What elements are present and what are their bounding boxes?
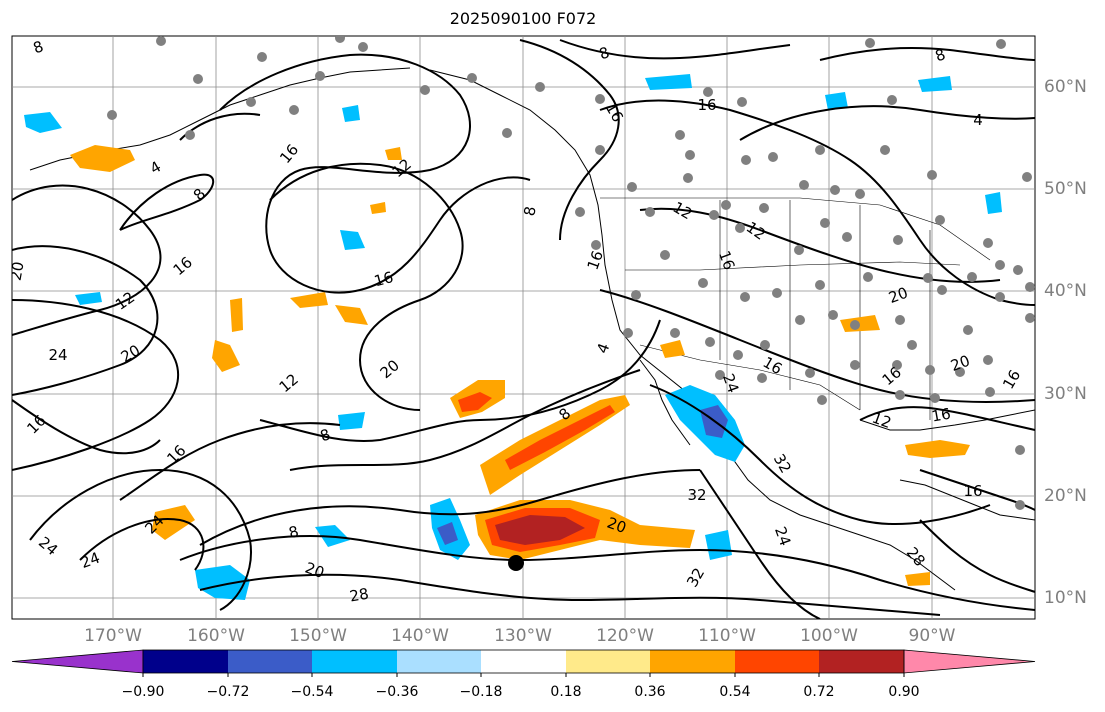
- colorbar-segment: [481, 650, 566, 673]
- shaded-cool-regions: [24, 74, 1002, 600]
- colorbar-segment: [650, 650, 735, 673]
- shaded-warm-regions: [70, 145, 970, 586]
- lon-label: 150°W: [289, 626, 347, 646]
- contour-label: 4: [973, 111, 983, 129]
- station-dots: [107, 36, 1035, 510]
- contour-label: 24: [48, 346, 67, 364]
- colorbar-segment: [735, 650, 819, 673]
- storm-center-marker: [508, 555, 524, 571]
- colorbar-tick-label: −0.90: [121, 684, 165, 700]
- lon-label: 170°W: [84, 626, 142, 646]
- colorbar-tick-label: 0.18: [550, 684, 582, 700]
- colorbar-tick-label: −0.72: [206, 684, 250, 700]
- lat-label: 30°N: [1044, 384, 1087, 404]
- contour-label: 16: [697, 96, 716, 114]
- colorbar-tick-label: −0.54: [290, 684, 334, 700]
- contour-label: 16: [930, 405, 952, 426]
- contour-label: 12: [870, 409, 894, 432]
- map-title: 2025090100 F072: [449, 9, 597, 28]
- colorbar-tick-label: 0.72: [803, 684, 835, 700]
- lon-label: 160°W: [187, 626, 245, 646]
- contour-label: 28: [348, 585, 370, 606]
- contour-label: 16: [372, 268, 395, 290]
- contour-label: 20: [605, 514, 629, 537]
- contour-label: 8: [287, 522, 301, 542]
- colorbar-tick-label: 0.54: [719, 684, 751, 700]
- lat-label: 50°N: [1044, 179, 1087, 199]
- contour-label: 20: [948, 352, 972, 375]
- colorbar-segment: [819, 650, 904, 673]
- graticule: [12, 36, 1035, 619]
- contour-label: 32: [687, 486, 706, 504]
- colorbar-segment: [397, 650, 481, 673]
- political-borders: [600, 197, 991, 420]
- colorbar-tick-label: −0.36: [375, 684, 419, 700]
- contour-label: 24: [771, 524, 794, 548]
- colorbar-segment: [11, 649, 144, 674]
- contour-lines: [12, 39, 1035, 619]
- colorbar-outline: [142, 649, 905, 674]
- colorbar-segment: [903, 649, 1036, 674]
- lon-label: 110°W: [698, 626, 756, 646]
- contour-label: 20: [303, 559, 327, 582]
- lon-label: 100°W: [800, 626, 858, 646]
- contour-label: 16: [715, 248, 738, 272]
- contour-label: 16: [584, 248, 607, 272]
- colorbar-segment: [228, 650, 312, 673]
- colorbar-tick-label: 0.36: [634, 684, 666, 700]
- contour-label: 24: [719, 371, 742, 395]
- colorbar: [11, 649, 1036, 677]
- colorbar-tick-label: 0.90: [888, 684, 920, 700]
- lat-label: 40°N: [1044, 281, 1087, 301]
- lat-label: 10°N: [1044, 588, 1087, 608]
- lon-label: 140°W: [391, 626, 449, 646]
- colorbar-segment: [312, 650, 397, 673]
- lat-label: 60°N: [1044, 77, 1087, 97]
- colorbar-segment: [143, 650, 228, 673]
- lon-label: 90°W: [908, 626, 956, 646]
- contour-label: 20: [886, 284, 910, 307]
- colorbar-segment: [566, 650, 650, 673]
- contour-label: 24: [78, 549, 102, 572]
- contour-label: 8: [520, 205, 539, 218]
- lon-label: 130°W: [494, 626, 552, 646]
- contour-label: 20: [7, 260, 28, 282]
- contour-label: 16: [963, 482, 982, 500]
- colorbar-tick-label: −0.18: [459, 684, 503, 700]
- lat-label: 20°N: [1044, 486, 1087, 506]
- lon-label: 120°W: [596, 626, 654, 646]
